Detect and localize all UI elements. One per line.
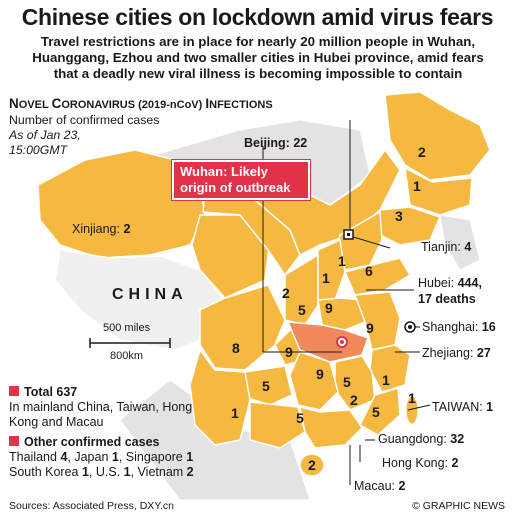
other-line2: South Korea 1, U.S. 1, Vietnam 2 bbox=[9, 465, 194, 479]
province-count: 9 bbox=[366, 320, 374, 336]
callout-line2: origin of outbreak bbox=[180, 180, 291, 195]
province-count: 1 bbox=[322, 270, 330, 286]
label-shanghai: Shanghai: 16 bbox=[422, 320, 496, 334]
other-label: Other confirmed cases bbox=[24, 435, 160, 449]
province-count: 1 bbox=[408, 390, 416, 406]
province-fujian bbox=[359, 387, 401, 436]
headline: Chinese cities on lockdown amid virus fe… bbox=[21, 4, 494, 30]
panel-title: NOVEL CORONAVIRUS (2019-nCoV) INFECTIONS bbox=[9, 96, 273, 111]
totals-box: Total 637 In mainland China, Taiwan, Hon… bbox=[9, 385, 249, 480]
province-count: 2 bbox=[350, 392, 358, 408]
province-count: 3 bbox=[395, 208, 403, 224]
subhead: Travel restrictions are in place for nea… bbox=[32, 34, 484, 81]
province-guangxi bbox=[249, 401, 306, 449]
province-count: 1 bbox=[413, 178, 421, 194]
total-marker bbox=[9, 386, 19, 396]
province-count: 5 bbox=[296, 410, 304, 426]
province-count: 1 bbox=[338, 253, 346, 269]
panel-date: As of Jan 23, 15:00GMT bbox=[9, 128, 81, 157]
province-hunan bbox=[289, 351, 339, 411]
province-shaanxi bbox=[284, 253, 319, 326]
province-count: 2 bbox=[308, 457, 316, 473]
label-hubei: Hubei: 444, 17 deaths bbox=[418, 276, 482, 306]
province-count: 5 bbox=[298, 302, 306, 318]
province-count: 1 bbox=[231, 405, 239, 421]
label-tianjin: Tianjin: 4 bbox=[421, 240, 472, 254]
label-guangdong: Guangdong: 32 bbox=[378, 432, 465, 446]
scale-bar bbox=[89, 338, 171, 348]
other-marker bbox=[9, 436, 19, 446]
scale-miles: 500 miles bbox=[103, 322, 151, 334]
province-inner-mongolia bbox=[253, 148, 401, 257]
province-heilongjiang bbox=[384, 91, 491, 181]
province-count: 5 bbox=[343, 374, 351, 390]
province-count: 1 bbox=[382, 372, 390, 388]
footer-credit: © GRAPHIC NEWS bbox=[412, 500, 505, 512]
province-taiwan bbox=[405, 395, 419, 425]
province-count: 2 bbox=[418, 144, 426, 160]
province-shanxi bbox=[314, 238, 346, 301]
label-taiwan: TAIWAN: 1 bbox=[432, 400, 494, 414]
label-hongkong: Hong Kong: 2 bbox=[382, 456, 459, 470]
province-guangdong bbox=[299, 405, 363, 449]
other-line1: Thailand 4, Japan 1, Singapore 1 bbox=[9, 450, 194, 464]
province-count: 6 bbox=[365, 263, 373, 279]
province-count: 9 bbox=[316, 366, 324, 382]
province-count: 2 bbox=[282, 285, 290, 301]
province-hainan bbox=[299, 453, 325, 477]
neighbor-korea bbox=[439, 214, 481, 271]
label-xinjiang: Xinjiang: 2 bbox=[72, 222, 131, 236]
label-macau: Macau: 2 bbox=[354, 479, 406, 493]
scale-km: 800km bbox=[110, 350, 144, 362]
panel-subtitle: Number of confirmed cases bbox=[9, 113, 160, 127]
callout-line1: Wuhan: Likely bbox=[180, 164, 268, 179]
province-count: 9 bbox=[325, 300, 333, 316]
province-count: 9 bbox=[285, 344, 293, 360]
province-jilin bbox=[404, 166, 473, 216]
footer-sources: Sources: Associated Press, DXY.cn bbox=[9, 500, 174, 512]
country-label: CHINA bbox=[112, 286, 188, 303]
wuhan-callout: Wuhan: Likely origin of outbreak bbox=[172, 160, 310, 200]
label-zhejiang: Zhejiang: 27 bbox=[422, 346, 491, 360]
province-yunnan bbox=[189, 348, 251, 446]
province-count: 5 bbox=[372, 404, 380, 420]
province-count: 5 bbox=[262, 378, 270, 394]
label-beijing: Beijing: 22 bbox=[244, 136, 308, 150]
province-count: 8 bbox=[232, 340, 240, 356]
total-label: Total 637 bbox=[24, 385, 78, 399]
total-desc: In mainland China, Taiwan, Hong Kong and… bbox=[9, 400, 193, 429]
